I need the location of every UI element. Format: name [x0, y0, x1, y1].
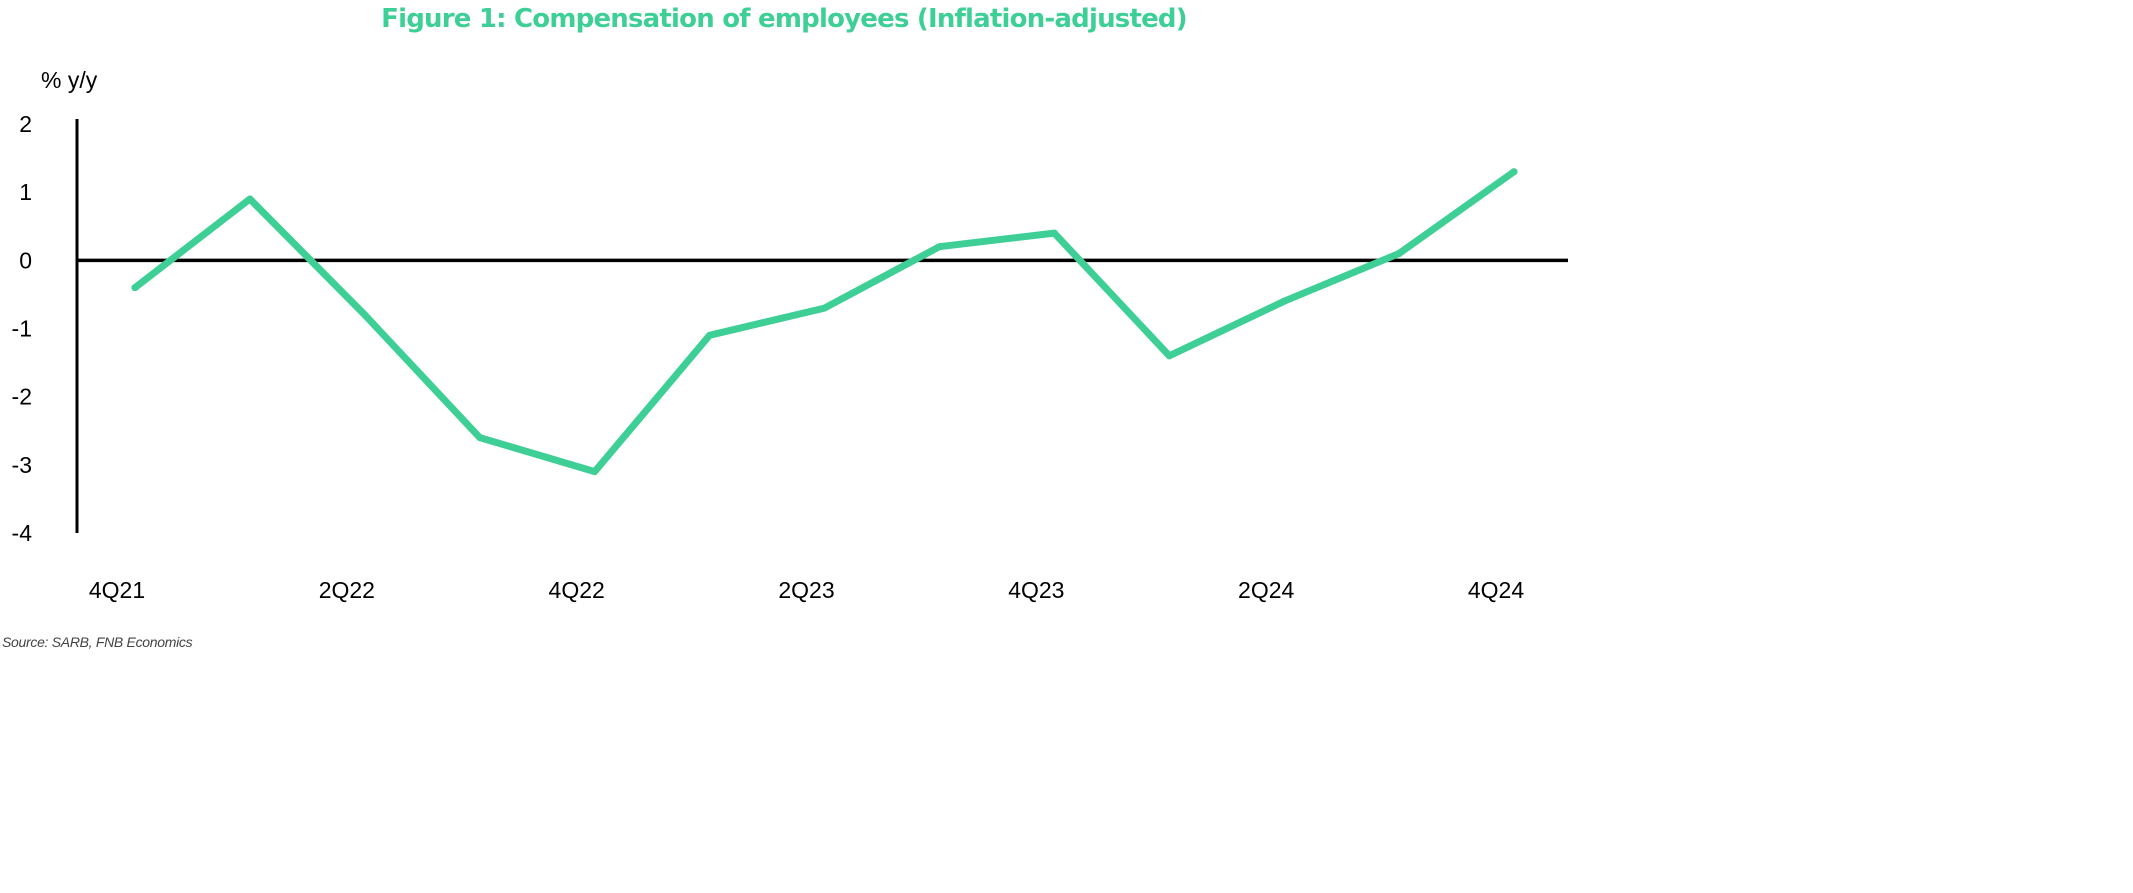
x-tick-label: 2Q22	[319, 577, 375, 603]
data-point	[821, 304, 828, 312]
x-tick-label: 4Q22	[549, 577, 605, 603]
data-point	[1050, 229, 1058, 237]
data-point	[476, 434, 484, 442]
data-point	[131, 284, 139, 292]
source-note: Source: SARB, FNB Economics	[2, 634, 193, 650]
data-point	[246, 195, 254, 203]
x-tick-label: 2Q23	[778, 577, 834, 603]
data-point	[935, 243, 943, 251]
y-tick-label: 2	[19, 111, 32, 137]
x-tick-label: 2Q24	[1238, 577, 1294, 603]
series-layer	[131, 168, 1518, 476]
chart-title: Figure 1: Compensation of employees (Inf…	[381, 4, 1187, 34]
axes	[75, 119, 1568, 533]
x-tick-label: 4Q23	[1008, 577, 1064, 603]
y-axis-unit-label: % y/y	[41, 67, 98, 93]
y-tick-label: 1	[19, 179, 32, 205]
x-tick-label: 4Q21	[89, 577, 145, 603]
data-point	[1165, 352, 1173, 360]
data-point	[1395, 250, 1403, 258]
data-point	[1510, 168, 1518, 176]
y-tick-label: -4	[12, 520, 33, 546]
line-chart: 2 1 0 -1 -2 -3 -4 4Q21 2Q22 4Q22 2Q23 4Q23 2Q24 4Q24	[12, 111, 1568, 603]
y-tick-label: -3	[12, 452, 32, 478]
y-tick-label: -1	[12, 316, 32, 342]
data-point	[706, 331, 714, 339]
data-point	[361, 311, 369, 319]
y-tick-labels: 2 1 0 -1 -2 -3 -4	[12, 111, 33, 546]
data-point	[1280, 297, 1288, 305]
data-point	[591, 468, 599, 476]
x-tick-label: 4Q24	[1468, 577, 1524, 603]
x-tick-labels: 4Q21 2Q22 4Q22 2Q23 4Q23 2Q24 4Q24	[89, 577, 1524, 603]
y-tick-label: -2	[12, 384, 32, 410]
series-line	[131, 168, 1518, 476]
y-tick-label: 0	[19, 247, 32, 273]
